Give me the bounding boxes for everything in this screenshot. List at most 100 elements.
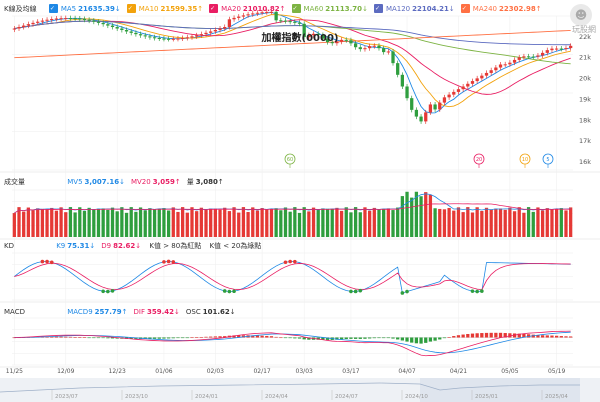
- volume-bar: [564, 210, 568, 237]
- macd-osc-bar: [484, 332, 489, 338]
- candle-body: [396, 63, 400, 75]
- macd-osc-bar: [540, 335, 545, 338]
- volume-bar: [176, 211, 180, 237]
- period-label: 2024/01: [195, 394, 218, 400]
- candle-body: [559, 48, 563, 50]
- x-tick-label: 05/19: [548, 368, 565, 375]
- candle-body: [251, 13, 255, 15]
- candle-body: [96, 21, 101, 23]
- macd-osc-bar: [110, 337, 115, 339]
- y-tick-label: 17k: [579, 137, 591, 145]
- volume-bar: [339, 210, 344, 237]
- volume-bar: [438, 208, 442, 237]
- candle-body: [456, 89, 461, 92]
- ma-line-ma20: [14, 19, 571, 95]
- legend-量[interactable]: 量 3,080↑: [187, 176, 224, 188]
- checkbox-icon[interactable]: [209, 4, 219, 13]
- volume-bar: [26, 207, 30, 237]
- candle-body: [433, 104, 437, 110]
- kd-low-dot: [353, 289, 358, 294]
- x-tick-label: 11/25: [6, 368, 23, 375]
- candle-body: [255, 12, 260, 14]
- candle-body: [87, 19, 91, 21]
- candle-body: [353, 43, 358, 48]
- candle-body: [223, 27, 227, 29]
- legend-arrow: ↑: [174, 178, 181, 186]
- macd-osc-bar: [218, 336, 222, 338]
- macd-osc-bar: [213, 336, 217, 338]
- macd-osc-bar: [237, 335, 241, 338]
- volume-bar: [12, 213, 16, 237]
- volume-bar: [251, 207, 255, 237]
- volume-bar: [508, 207, 512, 237]
- candle-body: [279, 20, 283, 22]
- candle-body: [12, 28, 16, 30]
- candle-body: [368, 46, 372, 49]
- candle-body: [269, 11, 274, 13]
- kd-high-dot: [40, 259, 45, 264]
- legend-arrow: ↑: [217, 178, 224, 186]
- macd-osc-bar: [199, 336, 203, 338]
- volume-bar: [152, 209, 157, 237]
- kd-panel-label: KD: [4, 242, 14, 250]
- volume-bar: [377, 209, 381, 237]
- volume-bar: [260, 208, 264, 237]
- y-tick-label: 21k: [579, 54, 591, 62]
- kd-low-dot: [106, 289, 110, 294]
- candle-body: [363, 48, 367, 50]
- candle-body: [484, 72, 489, 76]
- legend-mv20[interactable]: MV20 3,059↑: [131, 176, 181, 188]
- macd-osc-bar: [321, 337, 325, 340]
- legend-k9[interactable]: K9 75.31↓: [56, 240, 95, 252]
- checkbox-icon[interactable]: [373, 4, 383, 13]
- candle-body: [190, 36, 194, 38]
- volume-bar: [115, 211, 119, 237]
- period-label: 2025/04: [545, 394, 568, 400]
- volume-bar: [522, 212, 526, 237]
- macd-osc-bar: [64, 336, 68, 338]
- legend-osc[interactable]: OSC 101.62↓: [186, 306, 236, 318]
- checkbox-icon[interactable]: [291, 4, 301, 13]
- macd-osc-bar: [12, 337, 16, 339]
- ma-marker-label: 20: [476, 157, 482, 163]
- kd-high-dot: [49, 260, 54, 265]
- candle-body: [512, 59, 517, 63]
- candle-body: [461, 86, 465, 90]
- macd-osc-bar: [232, 335, 236, 338]
- chart-title: 加權指數(0000): [261, 31, 339, 44]
- candle-body: [325, 38, 330, 43]
- macd-osc-bar: [78, 337, 82, 338]
- macd-panel-label: MACD: [4, 308, 25, 316]
- macd-osc-bar: [442, 337, 447, 339]
- volume-bar: [92, 209, 96, 237]
- checkbox-icon[interactable]: [126, 4, 136, 13]
- legend-mv5[interactable]: MV5 3,007.16↓: [67, 176, 125, 188]
- volume-bar: [213, 208, 217, 237]
- candle-body: [166, 38, 171, 40]
- candle-body: [442, 97, 447, 103]
- y-tick-label: 22k: [579, 33, 591, 41]
- candle-body: [171, 38, 175, 40]
- candle-body: [321, 35, 325, 39]
- volume-bar: [368, 210, 372, 237]
- macd-osc-bar: [405, 337, 409, 342]
- ma-marker-label: 60: [287, 157, 293, 163]
- volume-bar: [181, 207, 185, 237]
- volume-bar: [517, 207, 521, 237]
- legend-d9[interactable]: D9 82.62↓: [101, 240, 141, 252]
- legend-macd9[interactable]: MACD9 257.79↑: [67, 306, 127, 318]
- checkbox-icon[interactable]: [48, 4, 58, 13]
- checkbox-icon[interactable]: [460, 4, 470, 13]
- macd-osc-bar: [50, 336, 54, 338]
- candle-body: [265, 11, 269, 13]
- macd-osc-bar: [391, 337, 395, 339]
- candle-body: [237, 16, 241, 18]
- legend-dif[interactable]: DIF 359.42↓: [134, 306, 180, 318]
